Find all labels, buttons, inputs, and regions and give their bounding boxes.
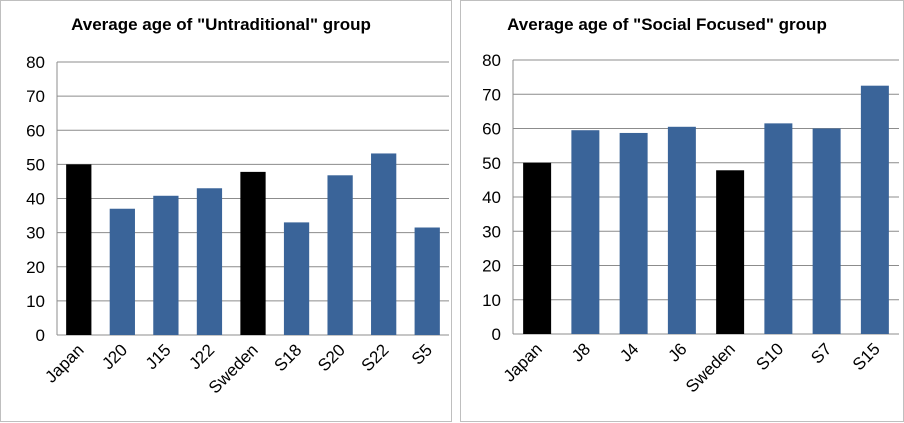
bar-japan	[523, 162, 552, 334]
chart-title: Average age of "Social Focused" group	[507, 15, 827, 34]
x-tick-label: J8	[568, 339, 594, 365]
x-tick-label: Sweden	[682, 339, 739, 396]
x-tick-label: S10	[752, 339, 787, 374]
bar-s7	[812, 128, 841, 334]
y-tick-label: 80	[26, 53, 45, 72]
y-tick-label: 10	[482, 291, 501, 310]
bar-japan	[66, 164, 92, 335]
chart-panel-untraditional: Average age of "Untraditional" group 0 10…	[0, 0, 452, 422]
chart-title: Average age of "Untraditional" group	[71, 15, 371, 34]
y-tick-label: 50	[482, 154, 501, 173]
bar-j15	[153, 195, 179, 335]
x-tick-label: S18	[271, 340, 306, 375]
y-tick-label: 0	[36, 326, 45, 345]
x-tick-label: Japan	[500, 339, 546, 385]
x-tick-label: J15	[142, 340, 175, 373]
chart-panel-social-focused: Average age of "Social Focused" group 0 1…	[460, 0, 904, 422]
y-tick-label: 80	[482, 51, 501, 70]
x-tick-label: S5	[408, 340, 436, 368]
bar-j6	[667, 126, 696, 334]
bar-s18	[283, 222, 310, 335]
y-tick-label: 40	[26, 190, 45, 209]
y-tick-label: 70	[26, 87, 45, 106]
bar-j8	[571, 130, 600, 334]
x-tick-label: J22	[185, 340, 218, 373]
x-tick-label: J6	[665, 339, 691, 365]
bar-s20	[327, 175, 353, 335]
y-tick-label: 40	[482, 188, 501, 207]
bar-s5	[414, 227, 440, 335]
y-tick-label: 30	[26, 224, 45, 243]
y-tick-label: 20	[482, 257, 501, 276]
y-tick-label: 60	[482, 120, 501, 139]
bar-j22	[196, 188, 223, 335]
bar-sweden	[716, 170, 745, 334]
y-tick-label: 30	[482, 222, 501, 241]
y-tick-label: 10	[26, 292, 45, 311]
bar-sweden	[240, 171, 266, 335]
x-tick-label: S22	[358, 340, 393, 375]
y-tick-label: 50	[26, 155, 45, 174]
bar-s10	[764, 123, 793, 334]
y-tick-label: 0	[492, 325, 501, 344]
x-tick-label: Japan	[41, 340, 87, 386]
y-tick-label: 20	[26, 258, 45, 277]
bar-j4	[619, 132, 648, 334]
x-tick-label: J4	[616, 339, 642, 365]
y-tick-label: 70	[482, 85, 501, 104]
bar-j20	[109, 208, 135, 335]
x-tick-label: Sweden	[205, 340, 262, 397]
x-tick-label: S15	[849, 339, 884, 374]
x-tick-label: J20	[98, 340, 131, 373]
y-tick-label: 60	[26, 121, 45, 140]
x-tick-label: S7	[807, 339, 835, 367]
x-tick-label: S20	[314, 340, 349, 375]
bar-s22	[371, 153, 397, 335]
bar-s15	[860, 85, 889, 334]
